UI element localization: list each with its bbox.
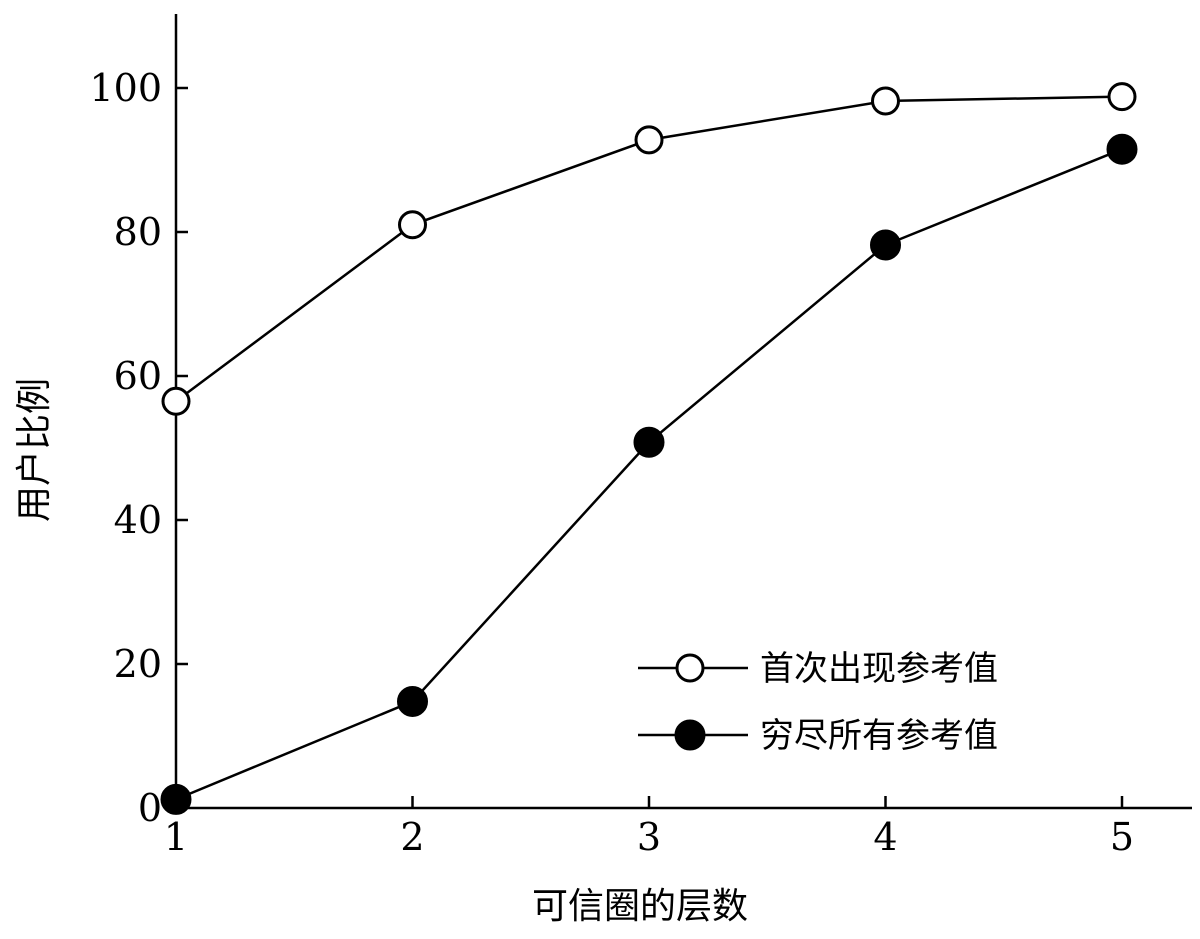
y-tick-label: 60 [114, 354, 162, 398]
x-axis-title: 可信圈的层数 [532, 886, 748, 927]
y-tick-label: 0 [138, 786, 162, 830]
open-point-marker [1107, 82, 1137, 112]
filled-point-marker [633, 426, 665, 458]
y-tick-label: 100 [89, 66, 162, 110]
filled-point-marker [397, 685, 428, 717]
y-axis-title: 用户比例 [14, 378, 55, 522]
filled-point-marker [160, 783, 192, 815]
y-tick-label: 20 [114, 642, 162, 686]
open-point-marker [398, 210, 427, 240]
filled-point-marker [1106, 133, 1138, 165]
x-tick-label: 3 [637, 815, 661, 859]
filled-point-marker [870, 229, 901, 261]
series-2 [160, 133, 1138, 815]
legend-filled-marker [674, 719, 706, 751]
legend-open-marker [675, 653, 705, 683]
open-point-marker [871, 86, 900, 116]
x-tick-label: 1 [164, 815, 188, 859]
legend-item: 首次出现参考值 [638, 649, 998, 689]
y-tick-label: 40 [114, 498, 162, 542]
series-1 [161, 82, 1137, 416]
x-tick-label: 4 [873, 815, 897, 859]
x-tick-label: 5 [1110, 815, 1134, 859]
series-line [175, 148, 1123, 801]
axes: 0 20 40 60 80 100 1 2 3 4 5 [89, 14, 1192, 859]
legend-label: 首次出现参考值 [760, 649, 998, 689]
series-layer [160, 82, 1138, 815]
legend-label: 穷尽所有参考值 [760, 716, 998, 756]
y-tick-label: 80 [114, 210, 162, 254]
open-point-marker [634, 125, 664, 155]
x-tick-label: 2 [400, 815, 424, 859]
open-point-marker [161, 386, 191, 416]
legend-item: 穷尽所有参考值 [638, 716, 998, 756]
